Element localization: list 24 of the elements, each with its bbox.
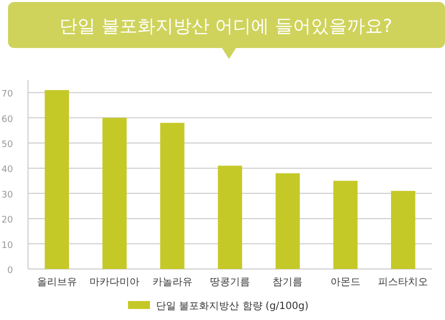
y-tick-label: 20	[2, 216, 14, 226]
bar	[102, 118, 127, 269]
y-tick-label: 30	[2, 190, 14, 200]
bar	[391, 190, 416, 269]
bar	[276, 173, 300, 269]
x-tick-label: 마카다미아	[90, 277, 140, 288]
chart-title: 단일 불포화지방산 어디에 들어있을까요?	[60, 16, 392, 37]
x-tick-label: 카놀라유	[152, 277, 192, 288]
legend-label: 단일 불포화지방산 함량 (g/100g)	[156, 301, 309, 312]
x-tick-label: 올리브유	[36, 277, 77, 288]
y-tick-label: 50	[2, 140, 14, 150]
x-tick-label: 피스타치오	[378, 277, 428, 288]
y-tick-label: 0	[7, 266, 14, 276]
y-tick-label: 40	[2, 165, 14, 176]
y-tick-label: 10	[2, 240, 14, 251]
bar	[333, 180, 358, 269]
x-tick-label: 땅콩기름	[210, 277, 250, 288]
bar	[44, 90, 69, 269]
y-tick-label: 70	[2, 90, 14, 100]
x-tick-label: 아몬드	[330, 277, 360, 288]
bar	[160, 122, 184, 269]
x-tick-label: 참기름	[272, 277, 303, 288]
bar	[218, 166, 242, 269]
y-tick-label: 60	[2, 114, 14, 125]
